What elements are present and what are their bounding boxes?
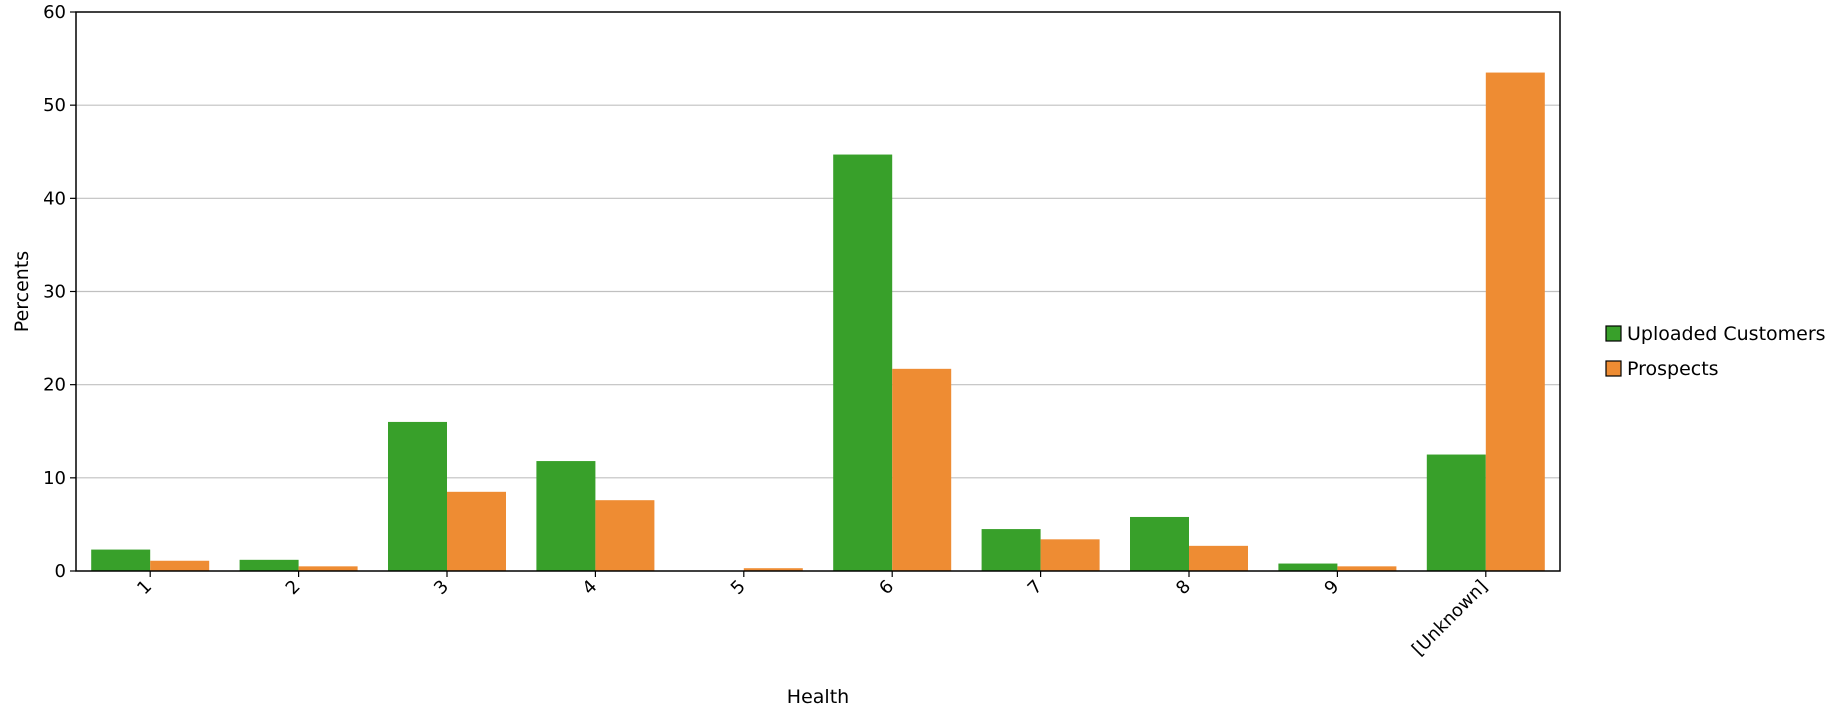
bar-prospects bbox=[1189, 545, 1248, 571]
bar-prospects bbox=[892, 368, 952, 571]
x-tick-label: 5 bbox=[727, 576, 750, 599]
bar-prospects bbox=[595, 500, 655, 571]
x-tick-label: 3 bbox=[430, 576, 453, 599]
bar-uploaded-customers bbox=[1130, 516, 1189, 571]
y-tick-label: 30 bbox=[43, 282, 66, 303]
x-tick-label: 2 bbox=[282, 576, 305, 599]
y-tick-label: 60 bbox=[43, 2, 66, 23]
legend-item: Prospects bbox=[1605, 358, 1719, 380]
x-axis-title: Health bbox=[787, 686, 849, 708]
legend-label: Prospects bbox=[1627, 358, 1719, 380]
legend-item: Uploaded Customers bbox=[1605, 323, 1826, 345]
x-tick-label: 8 bbox=[1172, 576, 1195, 599]
bar-prospects bbox=[447, 491, 506, 571]
y-axis-title: Percents bbox=[11, 251, 33, 332]
y-tick-label: 0 bbox=[55, 561, 66, 582]
bar-uploaded-customers bbox=[536, 461, 596, 571]
x-tick-label: 4 bbox=[578, 576, 601, 599]
legend-swatch bbox=[1605, 360, 1622, 377]
bar-uploaded-customers bbox=[981, 529, 1041, 571]
legend-label: Uploaded Customers bbox=[1627, 323, 1826, 345]
x-tick-label: 9 bbox=[1320, 576, 1343, 599]
x-tick-label: 1 bbox=[133, 576, 156, 599]
bar-prospects bbox=[150, 560, 210, 571]
bar-uploaded-customers bbox=[91, 549, 151, 571]
x-tick-label: [Unknown] bbox=[1408, 576, 1492, 660]
gridlines bbox=[76, 104, 1560, 479]
bar-uploaded-customers bbox=[239, 559, 299, 571]
bar-uploaded-customers bbox=[833, 154, 893, 572]
legend-swatch bbox=[1605, 325, 1622, 342]
bar-uploaded-customers bbox=[388, 421, 447, 571]
bar-prospects bbox=[298, 566, 358, 571]
x-tick-label: 7 bbox=[1024, 576, 1047, 599]
y-tick-label: 50 bbox=[43, 95, 66, 116]
bar-prospects bbox=[1040, 539, 1100, 571]
bar-prospects bbox=[1485, 72, 1545, 571]
bar-prospects bbox=[1337, 566, 1397, 571]
bar-uploaded-customers bbox=[1426, 454, 1486, 571]
legend: Uploaded Customers Prospects bbox=[1605, 323, 1826, 380]
y-tick-label: 40 bbox=[43, 188, 66, 209]
x-tick-label: 6 bbox=[875, 576, 898, 599]
bar-uploaded-customers bbox=[1278, 563, 1338, 571]
bars bbox=[91, 72, 1545, 572]
y-tick-label: 10 bbox=[43, 468, 66, 489]
y-tick-label: 20 bbox=[43, 375, 66, 396]
bar-prospects bbox=[743, 568, 803, 571]
